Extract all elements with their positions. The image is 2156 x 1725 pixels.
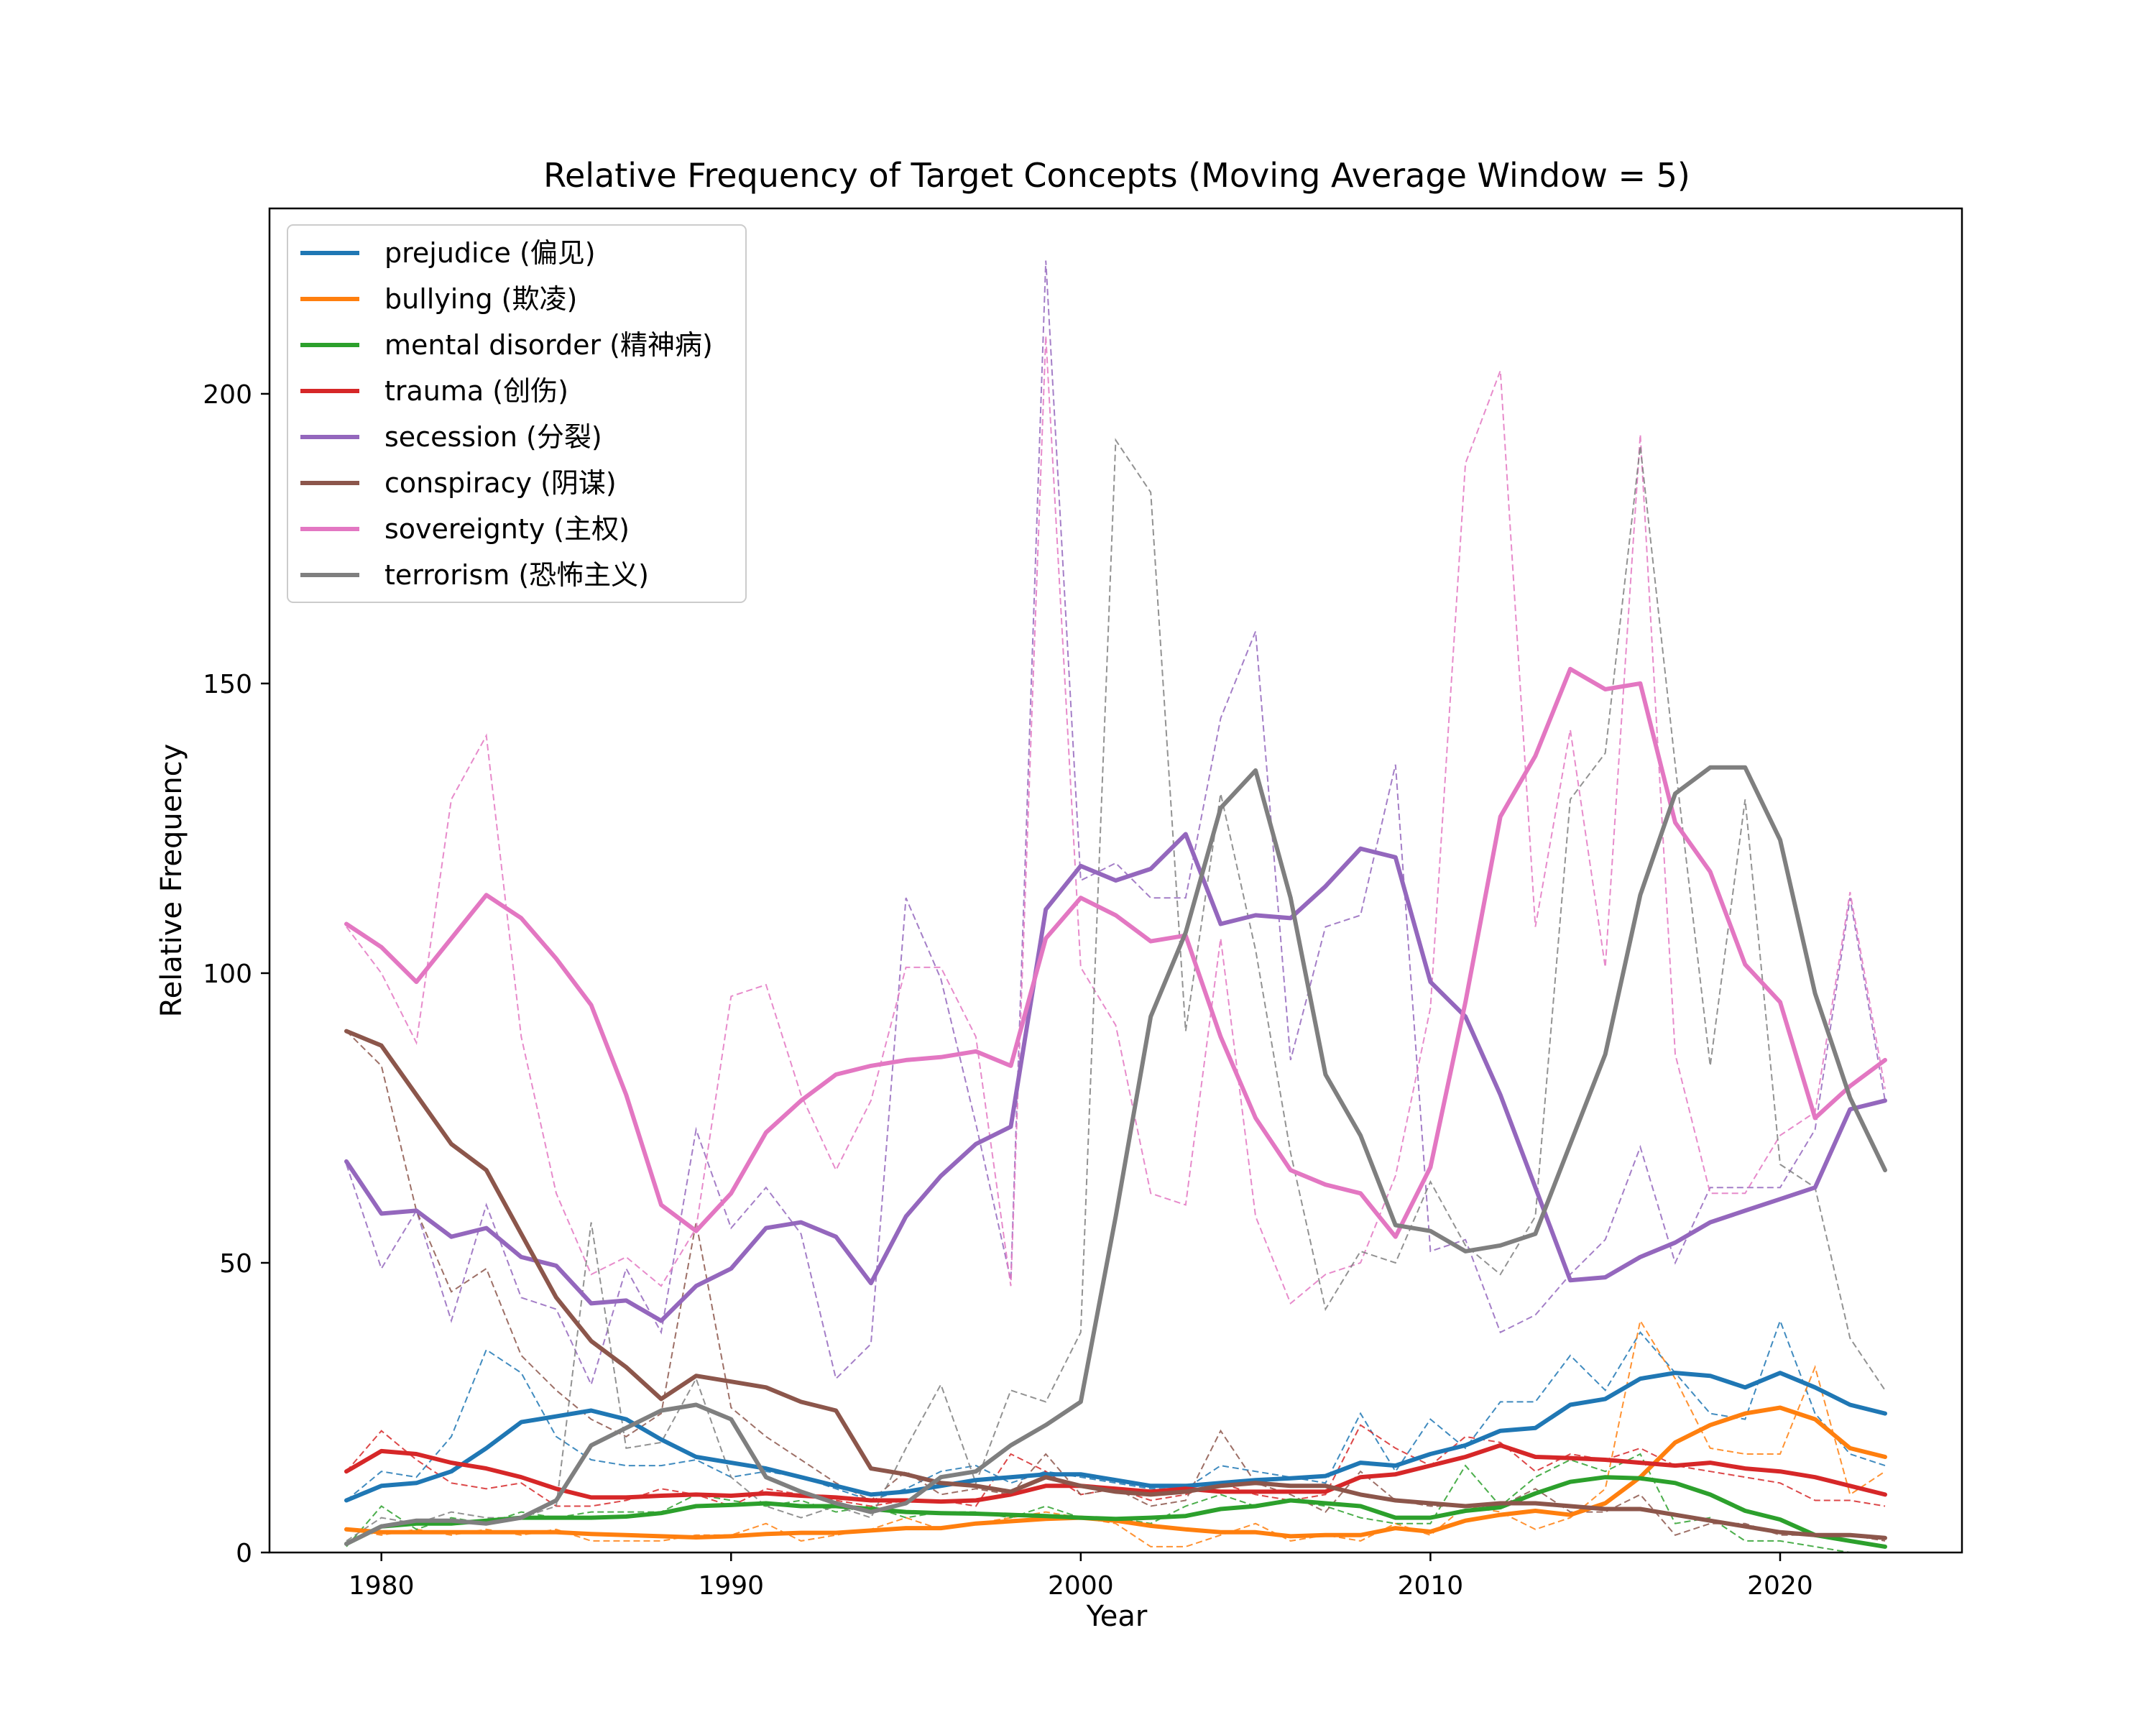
y-tick-label: 0 [236,1539,252,1568]
plot-area [344,260,1887,1552]
smoothed-line-mental-disorder [344,1475,1887,1549]
y-axis: 0 50 100 150 200 [203,380,270,1568]
x-tick-label: 2020 [1747,1571,1813,1601]
legend-label: secession (分裂) [384,421,602,453]
smoothed-series-group [344,666,1887,1549]
x-axis-label: Year [1086,1600,1148,1633]
x-tick-label: 2000 [1048,1571,1114,1601]
y-tick-label: 200 [203,380,252,410]
raw-line-sovereignty [346,336,1886,1305]
legend-label: prejudice (偏见) [384,237,596,269]
y-tick-label: 100 [203,960,252,989]
chart-title: Relative Frequency of Target Concepts (M… [543,156,1690,195]
smoothed-line-terrorism [344,765,1887,1546]
smoothed-line-trauma [344,1443,1887,1504]
legend-box [287,224,747,603]
raw-line-prejudice [346,1318,1886,1501]
x-tick-label: 1990 [698,1571,764,1601]
legend-label: trauma (创伤) [384,375,568,407]
x-tick-label: 1980 [349,1571,415,1601]
y-tick-label: 50 [219,1249,252,1279]
raw-line-terrorism [346,438,1886,1542]
legend-label: conspiracy (阴谋) [384,467,617,499]
raw-line-bullying [346,1318,1886,1547]
y-tick-label: 150 [203,670,252,699]
legend: prejudice (偏见) bullying (欺凌) mental disord… [287,224,747,603]
legend-label: terrorism (恐怖主义) [384,559,649,591]
legend-label: bullying (欺凌) [384,283,577,315]
x-axis: 1980 1990 2000 2010 2020 [349,1552,1813,1601]
smoothed-line-secession [344,832,1887,1323]
legend-label: mental disorder (精神病) [384,329,713,361]
y-axis-label: Relative Frequency [155,744,188,1018]
smoothed-line-conspiracy [344,1029,1887,1540]
legend-label: sovereignty (主权) [384,513,630,545]
smoothed-line-sovereignty [344,666,1887,1239]
x-tick-label: 2010 [1398,1571,1464,1601]
smoothed-line-prejudice [344,1371,1887,1503]
raw-line-trauma [346,1424,1886,1507]
plot-frame [268,207,1963,1554]
